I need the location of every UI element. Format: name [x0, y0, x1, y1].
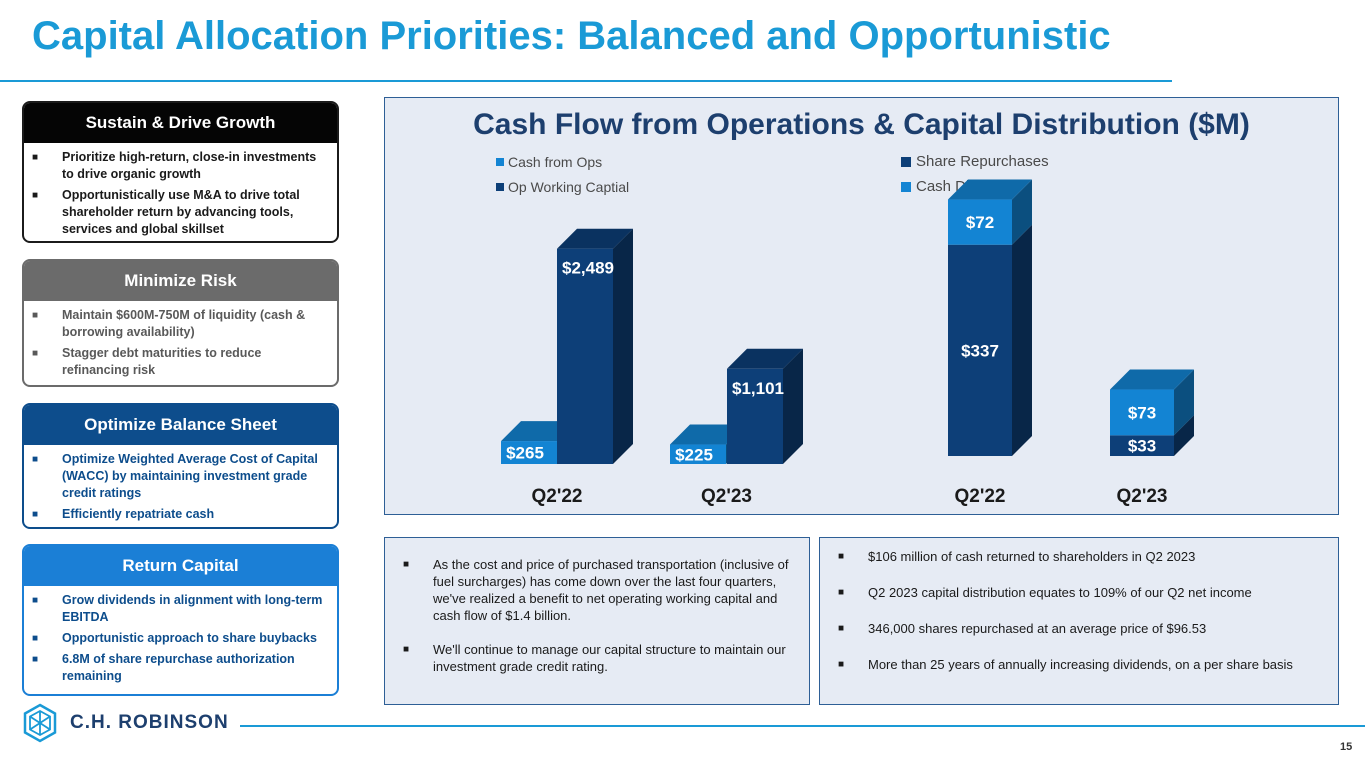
legend-swatch: [901, 156, 911, 167]
bar-side: [613, 228, 633, 464]
list-item: ■ We'll continue to manage our capital st…: [403, 642, 786, 674]
data-label: $225: [675, 445, 713, 464]
page-number: 15: [1340, 741, 1353, 753]
title-divider: [0, 80, 1172, 82]
list-item: ■ Opportunistic approach to share buyback…: [32, 631, 317, 645]
legend-item: Op Working Captial: [496, 174, 629, 199]
list-item: ■ Optimize Weighted Average Cost of Capit…: [32, 452, 318, 500]
list-item: ■ $106 million of cash returned to shareh…: [838, 549, 1196, 564]
panel-minimize-risk: Minimize Risk ■ Maintain $600M-750M of li…: [22, 259, 339, 387]
company-logo: C.H. ROBINSON: [22, 703, 229, 743]
list-item: ■ Stagger debt maturities to reduce refin…: [32, 346, 262, 377]
list-item: ■ 6.8M of share repurchase authorization …: [32, 652, 295, 683]
legend-swatch: [496, 157, 504, 166]
notes-list: ■ As the cost and price of purchased tran…: [385, 538, 809, 675]
bar-side: [1012, 179, 1032, 245]
bar-top: [1110, 369, 1194, 390]
list-item: ■ More than 25 years of annually increasi…: [838, 657, 1293, 672]
x-tick-label: Q2'22: [955, 486, 1006, 507]
bar: [557, 248, 613, 464]
panel-optimize-balance-sheet: Optimize Balance Sheet ■ Optimize Weighte…: [22, 403, 339, 529]
bar-side: [783, 348, 803, 464]
bullet-icon: ■: [32, 310, 39, 321]
bullet-icon: ■: [32, 654, 39, 665]
bar: [501, 441, 557, 464]
panel-heading: Sustain & Drive Growth: [24, 103, 337, 143]
list-item: ■ Q2 2023 capital distribution equates to…: [838, 585, 1252, 600]
bullet-icon: ■: [32, 348, 39, 359]
chart-title: Cash Flow from Operations & Capital Dist…: [473, 108, 1250, 141]
legend-swatch: [901, 181, 911, 192]
x-tick-label: Q2'22: [532, 486, 583, 507]
panel-list: ■ Prioritize high-return, close-in invest…: [24, 143, 337, 241]
bullet-icon: ■: [838, 623, 845, 634]
list-item: ■ As the cost and price of purchased tran…: [403, 557, 789, 623]
data-label: $337: [961, 341, 999, 360]
bar-top: [727, 348, 803, 369]
panel-heading: Minimize Risk: [24, 261, 337, 301]
bar-top: [557, 228, 633, 249]
bullet-icon: ■: [32, 633, 39, 644]
data-label: $265: [506, 444, 544, 463]
hexagon-logo-icon: [23, 703, 57, 743]
list-item: ■ Opportunistically use M&A to drive tota…: [32, 188, 300, 236]
legend-item: Cash from Ops: [496, 149, 629, 174]
bullet-icon: ■: [32, 190, 39, 201]
list-item: ■ 346,000 shares repurchased at an averag…: [838, 621, 1207, 636]
bar: [727, 368, 783, 464]
list-item: ■ Grow dividends in alignment with long-t…: [32, 593, 323, 624]
notes-box-left: ■ As the cost and price of purchased tran…: [384, 537, 810, 705]
legend-item: Share Repurchases: [901, 149, 1049, 174]
panel-sustain-growth: Sustain & Drive Growth ■ Prioritize high-…: [22, 101, 339, 243]
bullet-icon: ■: [32, 152, 39, 163]
bar-side: [1174, 369, 1194, 436]
list-item: ■ Maintain $600M-750M of liquidity (cash …: [32, 308, 306, 339]
bullet-icon: ■: [838, 587, 845, 598]
legend-swatch: [496, 182, 504, 191]
panel-list: ■ Optimize Weighted Average Cost of Capit…: [24, 445, 337, 527]
data-label: $1,101: [732, 379, 784, 398]
data-label: $73: [1128, 403, 1156, 422]
bar: [1110, 389, 1174, 436]
panel-list: ■ Maintain $600M-750M of liquidity (cash …: [24, 301, 337, 385]
notes-box-right: ■ $106 million of cash returned to shareh…: [819, 537, 1339, 705]
chart-plot: $265 $2,489 Q2'22 $225 $1,101 Q2'23 $337 $72 Q2'…: [501, 179, 1194, 507]
panel-return-capital: Return Capital ■ Grow dividends in alignm…: [22, 544, 339, 696]
x-tick-label: Q2'23: [1117, 486, 1168, 507]
bullet-icon: ■: [32, 454, 39, 465]
bar: [670, 444, 726, 464]
data-label: $2,489: [562, 259, 614, 278]
bullet-icon: ■: [403, 559, 410, 570]
chart-panel: Cash Flow from Operations & Capital Dist…: [384, 97, 1339, 515]
list-item: ■ Prioritize high-return, close-in invest…: [32, 150, 317, 181]
legend-left: Cash from Ops Op Working Captial: [496, 149, 629, 199]
panel-heading: Return Capital: [24, 546, 337, 586]
data-label: $33: [1128, 437, 1156, 456]
notes-list: ■ $106 million of cash returned to shareh…: [820, 538, 1338, 673]
list-item: ■ Efficiently repatriate cash: [32, 507, 215, 521]
bar: [948, 244, 1012, 456]
bullet-icon: ■: [403, 644, 410, 655]
bar-top: [948, 179, 1032, 200]
bar-side: [1012, 224, 1032, 456]
bullet-icon: ■: [838, 659, 845, 670]
slide-title: Capital Allocation Priorities: Balanced …: [32, 14, 1111, 58]
bar: [948, 199, 1012, 245]
bar-side: [1174, 415, 1194, 456]
panel-heading: Optimize Balance Sheet: [24, 405, 337, 445]
panel-list: ■ Grow dividends in alignment with long-t…: [24, 586, 337, 693]
logo-text: C.H. ROBINSON: [70, 712, 229, 733]
footer-divider: [240, 725, 1365, 727]
bullet-icon: ■: [838, 551, 845, 562]
bullet-icon: ■: [32, 509, 39, 520]
data-label: $72: [966, 213, 994, 232]
bullet-icon: ■: [32, 595, 39, 606]
bar: [1110, 435, 1174, 456]
x-tick-label: Q2'23: [701, 486, 752, 507]
